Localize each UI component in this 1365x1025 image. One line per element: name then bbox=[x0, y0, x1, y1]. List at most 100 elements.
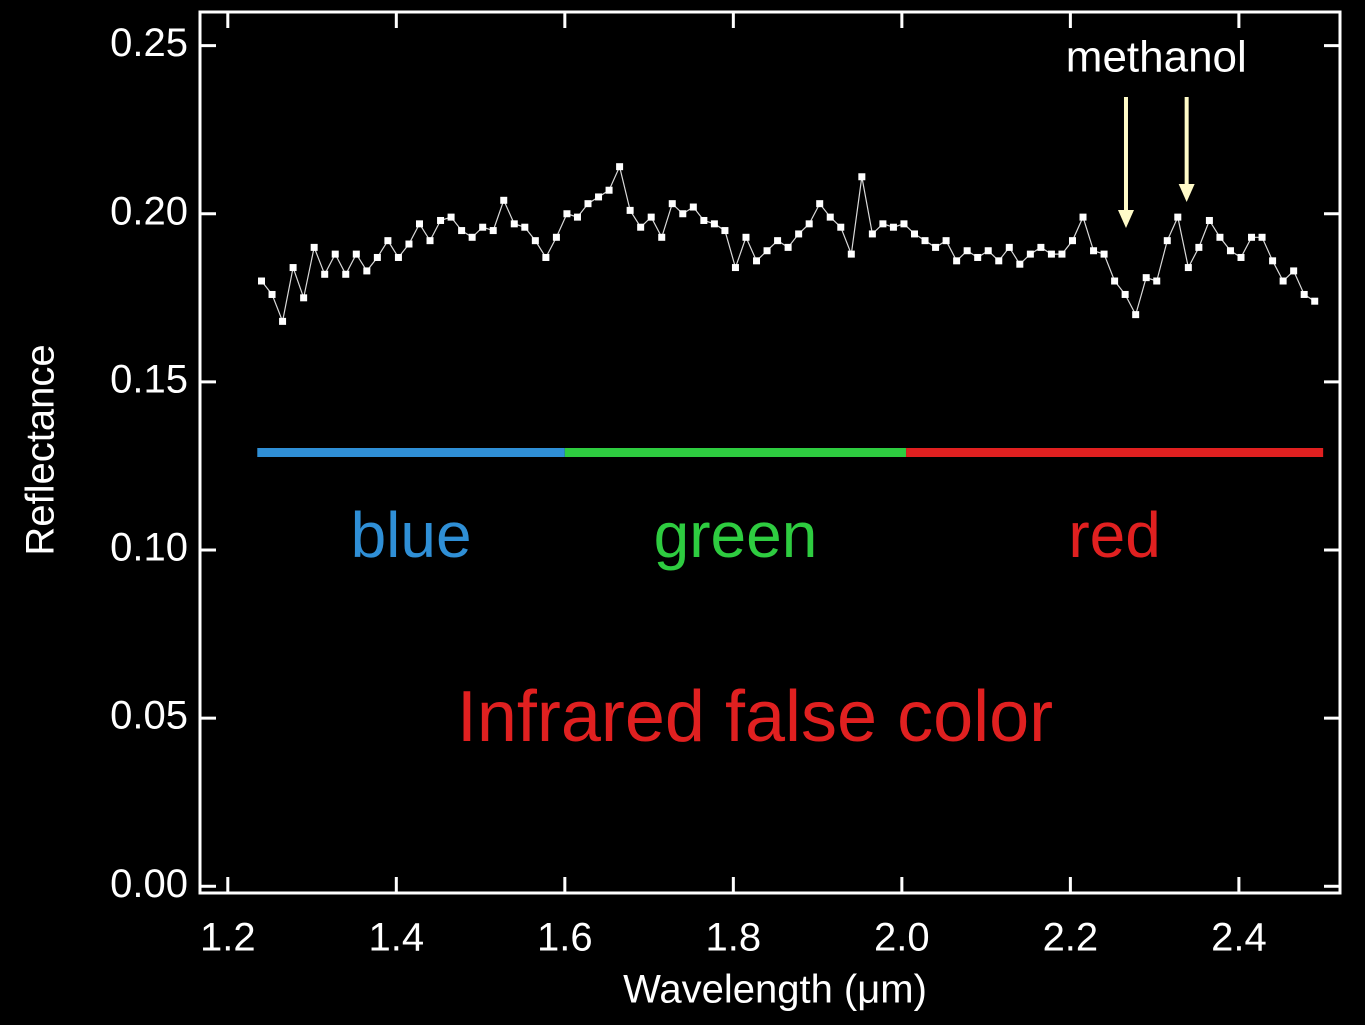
plot-frame bbox=[198, 10, 1342, 895]
y-axis-title: Reflectance bbox=[19, 344, 63, 555]
data-point bbox=[942, 237, 950, 245]
data-point bbox=[1226, 247, 1234, 255]
data-point bbox=[742, 233, 750, 241]
data-point bbox=[616, 163, 624, 171]
data-point bbox=[1248, 233, 1256, 241]
data-point bbox=[847, 250, 855, 258]
data-point bbox=[468, 233, 476, 241]
data-point bbox=[394, 253, 402, 261]
data-point bbox=[763, 247, 771, 255]
data-point bbox=[1216, 233, 1224, 241]
data-point bbox=[837, 223, 845, 231]
data-point bbox=[911, 230, 919, 238]
data-point bbox=[1058, 250, 1066, 258]
data-point bbox=[637, 223, 645, 231]
data-point bbox=[500, 196, 508, 204]
data-point bbox=[879, 220, 887, 228]
data-point bbox=[953, 257, 961, 265]
band-label: green bbox=[654, 499, 818, 571]
data-point bbox=[668, 200, 676, 208]
data-point bbox=[1090, 247, 1098, 255]
data-point bbox=[1290, 267, 1298, 275]
data-point bbox=[1195, 243, 1203, 251]
x-tick-label: 2.2 bbox=[1043, 916, 1099, 960]
data-point bbox=[889, 223, 897, 231]
data-point bbox=[1121, 290, 1129, 298]
data-point bbox=[521, 223, 529, 231]
y-tick-label: 0.15 bbox=[110, 357, 188, 401]
data-point bbox=[805, 220, 813, 228]
data-point bbox=[531, 237, 539, 245]
data-point bbox=[658, 233, 666, 241]
data-point bbox=[573, 213, 581, 221]
data-point bbox=[731, 264, 739, 272]
data-point bbox=[1005, 243, 1013, 251]
data-point bbox=[1237, 253, 1245, 261]
x-axis-title: Wavelength (μm) bbox=[623, 968, 927, 1012]
data-point bbox=[1163, 237, 1171, 245]
note: Infrared false color bbox=[457, 677, 1053, 757]
data-point bbox=[679, 210, 687, 218]
data-point bbox=[447, 213, 455, 221]
data-point bbox=[352, 250, 360, 258]
data-point bbox=[816, 200, 824, 208]
data-point bbox=[584, 200, 592, 208]
data-point bbox=[932, 243, 940, 251]
data-point bbox=[626, 206, 634, 214]
data-point bbox=[1026, 250, 1034, 258]
band-label: red bbox=[1068, 499, 1161, 571]
data-point bbox=[826, 213, 834, 221]
x-tick-label: 1.2 bbox=[200, 916, 256, 960]
data-point bbox=[784, 243, 792, 251]
arrow-label: methanol bbox=[1066, 33, 1247, 82]
data-point bbox=[605, 186, 613, 194]
data-point bbox=[1142, 274, 1150, 282]
y-tick-label: 0.10 bbox=[110, 526, 188, 570]
data-point bbox=[373, 253, 381, 261]
data-point bbox=[1132, 311, 1140, 319]
data-point bbox=[331, 250, 339, 258]
data-point bbox=[300, 294, 308, 302]
data-point bbox=[700, 216, 708, 224]
data-point bbox=[1079, 213, 1087, 221]
data-point bbox=[510, 220, 518, 228]
data-point bbox=[1037, 243, 1045, 251]
data-point bbox=[647, 213, 655, 221]
data-point bbox=[289, 264, 297, 272]
data-point bbox=[689, 203, 697, 211]
data-point bbox=[1068, 237, 1076, 245]
data-point bbox=[963, 247, 971, 255]
x-tick-label: 1.4 bbox=[369, 916, 425, 960]
data-point bbox=[437, 216, 445, 224]
data-point bbox=[921, 237, 929, 245]
data-point bbox=[1016, 260, 1024, 268]
data-point bbox=[1111, 277, 1119, 285]
data-point bbox=[1174, 213, 1182, 221]
data-point bbox=[268, 290, 276, 298]
data-point bbox=[795, 230, 803, 238]
data-point bbox=[489, 227, 497, 235]
arrow-head bbox=[1117, 210, 1134, 228]
data-point bbox=[479, 223, 487, 231]
data-point bbox=[405, 240, 413, 248]
data-point bbox=[1258, 233, 1266, 241]
x-tick-label: 2.4 bbox=[1211, 916, 1267, 960]
y-tick-label: 0.05 bbox=[110, 694, 188, 738]
data-point bbox=[1279, 277, 1287, 285]
x-tick-label: 1.6 bbox=[537, 916, 593, 960]
data-point bbox=[363, 267, 371, 275]
data-point bbox=[774, 237, 782, 245]
data-point bbox=[900, 220, 908, 228]
data-point bbox=[1047, 250, 1055, 258]
band-label: blue bbox=[351, 499, 472, 571]
data-point bbox=[321, 270, 329, 278]
data-point bbox=[1205, 216, 1213, 224]
data-point bbox=[1100, 250, 1108, 258]
x-tick-label: 1.8 bbox=[706, 916, 762, 960]
data-point bbox=[1300, 290, 1308, 298]
data-point bbox=[868, 230, 876, 238]
data-point bbox=[542, 253, 550, 261]
data-point bbox=[710, 220, 718, 228]
